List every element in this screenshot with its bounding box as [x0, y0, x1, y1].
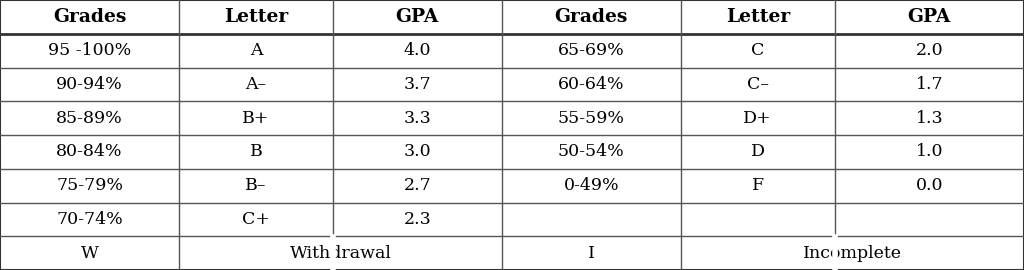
- Text: 2.7: 2.7: [403, 177, 431, 194]
- Text: 3.3: 3.3: [403, 110, 431, 127]
- Text: 1.7: 1.7: [915, 76, 943, 93]
- Text: B–: B–: [246, 177, 266, 194]
- Text: D: D: [751, 143, 765, 160]
- Text: D+: D+: [743, 110, 772, 127]
- Text: A: A: [250, 42, 262, 59]
- Text: F: F: [752, 177, 764, 194]
- Text: GPA: GPA: [395, 8, 439, 26]
- Text: C–: C–: [746, 76, 769, 93]
- Text: C+: C+: [242, 211, 270, 228]
- Text: 50-54%: 50-54%: [558, 143, 625, 160]
- Text: 90-94%: 90-94%: [56, 76, 123, 93]
- Text: 4.0: 4.0: [403, 42, 431, 59]
- Text: 1.3: 1.3: [915, 110, 943, 127]
- Text: B: B: [250, 143, 262, 160]
- Text: Incomplete: Incomplete: [803, 245, 902, 262]
- Text: C: C: [751, 42, 765, 59]
- Text: Letter: Letter: [224, 8, 288, 26]
- Text: 3.0: 3.0: [403, 143, 431, 160]
- Text: W: W: [81, 245, 98, 262]
- Text: I: I: [588, 245, 595, 262]
- Text: 1.0: 1.0: [915, 143, 943, 160]
- Text: 3.7: 3.7: [403, 76, 431, 93]
- Text: 0-49%: 0-49%: [563, 177, 620, 194]
- Text: 65-69%: 65-69%: [558, 42, 625, 59]
- Text: 55-59%: 55-59%: [558, 110, 625, 127]
- Text: Letter: Letter: [726, 8, 790, 26]
- Text: 70-74%: 70-74%: [56, 211, 123, 228]
- Text: A–: A–: [246, 76, 266, 93]
- Text: 95 -100%: 95 -100%: [48, 42, 131, 59]
- Text: 60-64%: 60-64%: [558, 76, 625, 93]
- Text: 2.0: 2.0: [915, 42, 943, 59]
- Text: 80-84%: 80-84%: [56, 143, 123, 160]
- Text: B+: B+: [243, 110, 269, 127]
- Text: Withdrawal: Withdrawal: [290, 245, 391, 262]
- Text: 0.0: 0.0: [915, 177, 943, 194]
- Text: 2.3: 2.3: [403, 211, 431, 228]
- Text: GPA: GPA: [907, 8, 951, 26]
- Text: 75-79%: 75-79%: [56, 177, 123, 194]
- Text: Grades: Grades: [53, 8, 126, 26]
- Text: 85-89%: 85-89%: [56, 110, 123, 127]
- Text: Grades: Grades: [555, 8, 628, 26]
